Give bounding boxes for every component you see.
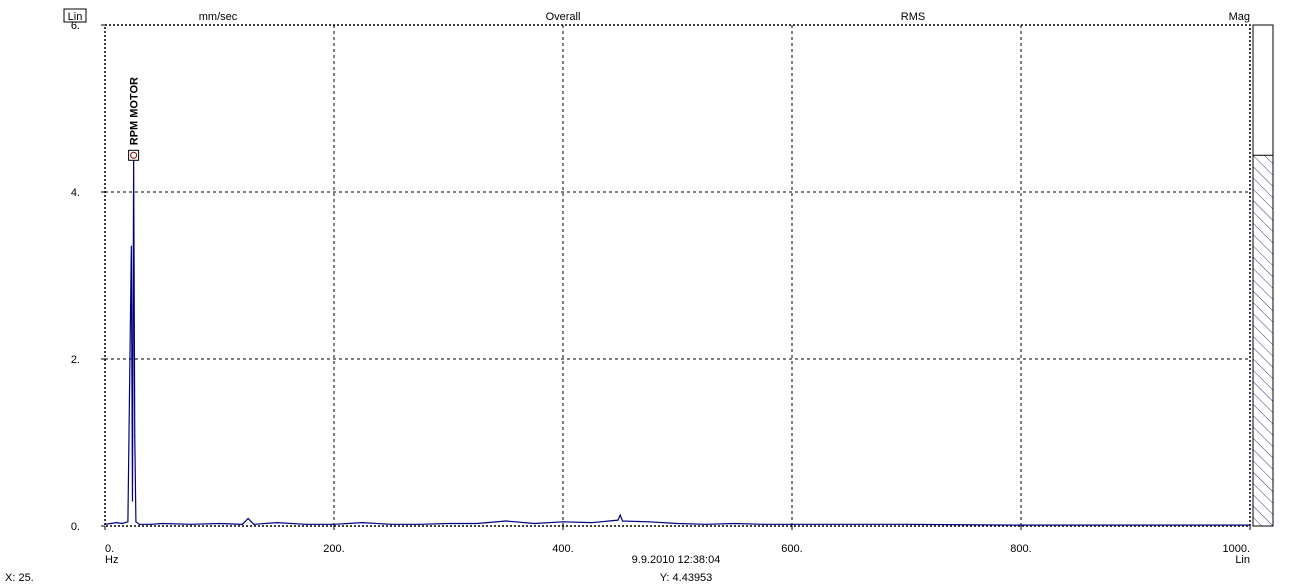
spectrum-point <box>138 523 140 525</box>
scale-mode-box[interactable] <box>63 8 87 23</box>
spectrum-point <box>705 523 707 525</box>
y-tick-label: 6. <box>71 20 80 32</box>
cursor-x-readout: X: 25. <box>5 572 34 584</box>
x-tick-label: 200. <box>323 543 344 555</box>
display-mode-label[interactable]: Mag <box>1229 11 1250 23</box>
spectrum-point <box>253 523 255 525</box>
timestamp: 9.9.2010 12:38:04 <box>632 554 721 566</box>
x-tick-label: 400. <box>552 543 573 555</box>
spectrum-point <box>150 523 152 525</box>
x-tick-label: 800. <box>1010 543 1031 555</box>
spectrum-point <box>1020 524 1022 526</box>
marker-dot-icon <box>130 151 138 159</box>
spectrum-point <box>1134 524 1137 526</box>
spectrum-point <box>676 522 679 525</box>
spectrum-point <box>190 523 192 525</box>
spectrum-point <box>619 514 621 516</box>
cursor-y-readout: Y: 4.43953 <box>660 572 713 584</box>
spectrum-point <box>390 523 392 525</box>
y-tick-label: 4. <box>71 187 80 199</box>
x-unit-label: Hz <box>105 554 118 566</box>
spectrum-point <box>127 521 129 523</box>
grid <box>105 25 1250 526</box>
spectrum-point <box>131 500 134 502</box>
plot-area[interactable] <box>104 24 1251 527</box>
units-label: mm/sec <box>199 11 238 23</box>
spectrum-point <box>533 522 535 525</box>
spectrum-point <box>110 522 112 525</box>
y-tick-label: 2. <box>71 354 80 366</box>
spectrum-point <box>115 522 118 524</box>
spectrum-point <box>161 522 163 525</box>
overall-level-bar <box>1252 24 1274 527</box>
spectrum-point <box>505 520 507 522</box>
spectrum-point <box>333 523 335 525</box>
spectrum-point <box>734 522 736 525</box>
x-tick-label: 600. <box>781 543 802 555</box>
spectrum-point <box>218 522 221 525</box>
spectrum-point <box>134 435 136 437</box>
marker-box[interactable] <box>128 149 140 161</box>
detection-label: RMS <box>901 11 925 23</box>
spectrum-point <box>241 523 243 525</box>
spectrum-point <box>104 523 106 525</box>
spectrum-point <box>648 521 650 523</box>
spectrum-point <box>562 521 564 523</box>
spectrum-point <box>617 519 619 521</box>
spectrum-point <box>135 521 137 523</box>
spectrum-point <box>905 523 908 525</box>
spectrum-point <box>1249 524 1251 526</box>
marker-label: RPM MOTOR <box>129 77 141 145</box>
spectrum-point <box>447 522 450 525</box>
spectrum-point <box>791 523 793 525</box>
spectrum-point <box>130 245 132 247</box>
spectrum-point <box>419 523 421 525</box>
spectrum-point <box>762 523 764 525</box>
overall-bar-fill <box>1252 154 1274 527</box>
y-tick-label: 0. <box>71 521 80 533</box>
rpm-motor-marker[interactable]: RPM MOTOR <box>128 77 141 161</box>
spectrum-point <box>621 520 624 522</box>
spectrum-point <box>304 523 306 525</box>
spectrum-point <box>476 522 478 525</box>
spectrum-point <box>362 522 364 524</box>
spectrum-point <box>591 522 593 524</box>
x-tick-label: 0. <box>105 543 114 555</box>
spectrum-point <box>247 517 249 520</box>
y-axis-ticks: 0. 2. 4. 6. <box>71 20 105 533</box>
overall-label: Overall <box>546 11 581 23</box>
spectrum-point <box>276 522 278 524</box>
x-axis-ticks: 0. 200. 400. 600. 800. 1000. <box>104 526 1251 555</box>
x-scale-label[interactable]: Lin <box>1235 554 1250 566</box>
x-tick-label: 1000. <box>1222 543 1250 555</box>
scale-mode-label[interactable]: Lin <box>68 11 83 23</box>
spectrum-point <box>121 522 123 525</box>
